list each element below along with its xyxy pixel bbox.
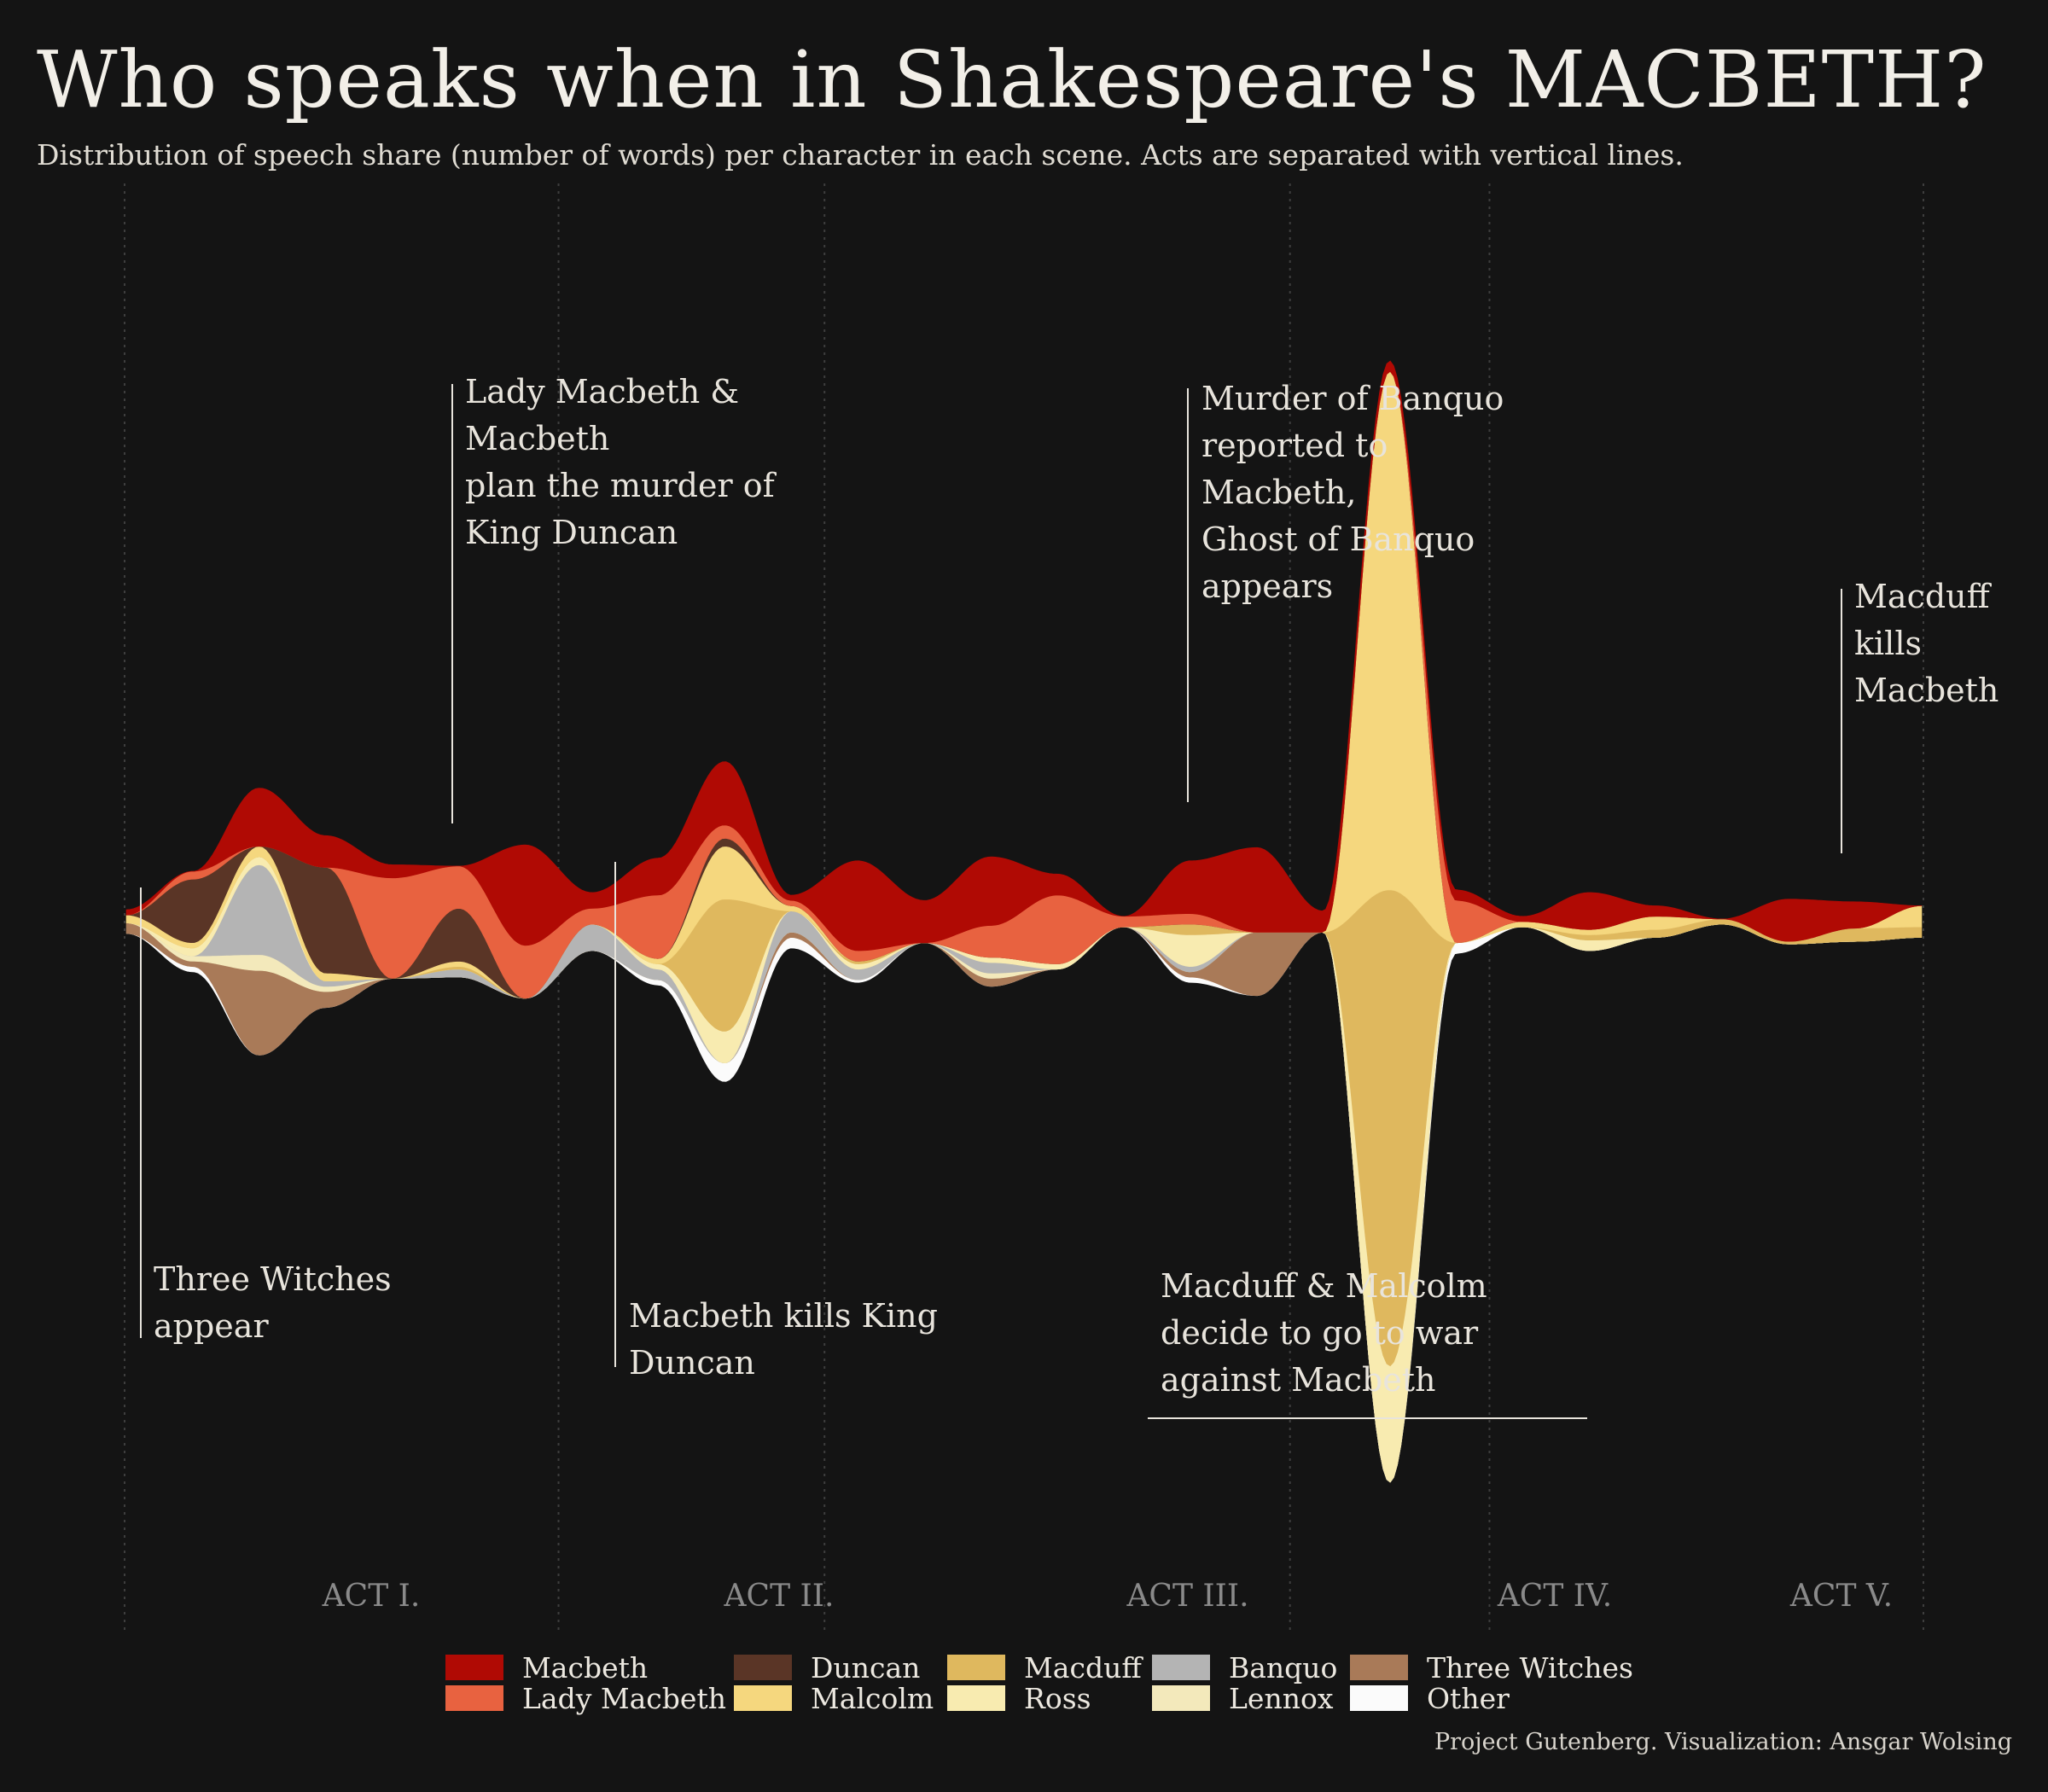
annotation-3: Macbeth kills King Duncan	[614, 862, 938, 1382]
act-label-3: ACT III.	[1126, 1579, 1248, 1614]
annotation-text-line: Murder of Banquo	[1201, 380, 1504, 417]
annotation-1: Three Witches appear	[140, 887, 392, 1345]
legend-label: Macbeth	[522, 1650, 649, 1684]
act-labels: ACT I. ACT II. ACT III. ACT IV. ACT V.	[322, 1579, 1893, 1614]
legend-item-banquo: Banquo	[1152, 1650, 1350, 1684]
legend-item-other: Other	[1350, 1681, 1623, 1715]
legend-label: Ross	[1024, 1681, 1091, 1715]
annotation-text-line: Macbeth,	[1201, 474, 1356, 511]
legend-swatch	[734, 1685, 792, 1711]
annotation-text-line: appear	[154, 1307, 269, 1345]
legend-item-malcolm: Malcolm	[734, 1681, 947, 1715]
annotation-text-line: King Duncan	[465, 514, 678, 551]
annotation-text-line: against Macbeth	[1161, 1361, 1436, 1399]
act-label-2: ACT II.	[724, 1579, 835, 1614]
legend-swatch	[1350, 1655, 1408, 1680]
legend-swatch	[445, 1655, 503, 1680]
legend-swatch	[947, 1685, 1005, 1711]
legend-swatch	[1152, 1655, 1210, 1680]
legend: Macbeth Duncan Macduff Banquo Three Witches L…	[445, 1650, 1633, 1715]
annotation-text-line: plan the murder of	[465, 467, 777, 504]
annotation-4: Murder of Banquo reported to Macbeth, Ghost…	[1187, 380, 1504, 802]
legend-item-macbeth: Macbeth	[445, 1650, 734, 1684]
annotation-text-line: Macduff	[1854, 578, 1993, 615]
legend-item-three-witches: Three Witches	[1350, 1651, 1633, 1684]
legend-item-macduff: Macduff	[947, 1650, 1152, 1684]
annotation-text-line: decide to go to war	[1161, 1314, 1479, 1352]
legend-label: Macduff	[1024, 1650, 1142, 1684]
annotation-2: Lady Macbeth & Macbeth plan the murder of K…	[451, 373, 777, 823]
credit-text: Project Gutenberg. Visualization: Ansgar…	[1434, 1729, 2012, 1755]
annotation-text-line: kills	[1854, 625, 1922, 662]
chart-subtitle: Distribution of speech share (number of …	[37, 138, 1684, 172]
annotation-text-line: Three Witches	[154, 1260, 392, 1298]
annotation-5: Macduff & Malcolm decide to go to war agai…	[1148, 1267, 1587, 1419]
stream-other	[125, 923, 1922, 1483]
annotation-text-line: Macbeth kills King	[629, 1297, 938, 1335]
legend-item-ross: Ross	[947, 1681, 1152, 1715]
legend-item-duncan: Duncan	[734, 1650, 947, 1684]
legend-label: Lennox	[1229, 1681, 1334, 1715]
legend-label: Duncan	[811, 1650, 921, 1684]
legend-swatch	[1350, 1685, 1408, 1711]
annotation-text-line: Duncan	[629, 1344, 755, 1382]
annotation-text-line: Macbeth	[1854, 672, 1999, 709]
annotation-6: Macduff kills Macbeth	[1841, 578, 1999, 853]
act-label-5: ACT V.	[1789, 1579, 1893, 1614]
annotation-text-line: Lady Macbeth &	[465, 373, 739, 410]
legend-label: Other	[1427, 1681, 1510, 1715]
legend-label: Malcolm	[811, 1681, 934, 1715]
annotation-text-line: Macduff & Malcolm	[1161, 1267, 1487, 1305]
annotation-text-line: reported to	[1201, 427, 1388, 464]
stream-macbeth	[125, 360, 1923, 951]
annotations: Three Witches appear Lady Macbeth & Macbeth…	[140, 373, 1999, 1419]
legend-swatch	[445, 1685, 503, 1711]
stream-lennox	[125, 922, 1922, 1483]
annotation-text-line: Ghost of Banquo	[1201, 521, 1475, 558]
legend-label: Banquo	[1229, 1650, 1338, 1684]
annotation-text-line: Macbeth	[465, 420, 609, 457]
legend-label: Three Witches	[1427, 1650, 1633, 1684]
legend-item-lennox: Lennox	[1152, 1681, 1350, 1715]
legend-swatch	[734, 1655, 792, 1680]
legend-swatch	[947, 1655, 1005, 1680]
legend-label: Lady Macbeth	[522, 1681, 726, 1715]
act-label-4: ACT IV.	[1497, 1579, 1612, 1614]
chart-title: Who speaks when in Shakespeare's MACBETH…	[37, 34, 1987, 125]
annotation-text-line: appears	[1201, 567, 1333, 605]
legend-swatch	[1152, 1685, 1210, 1711]
stream-three-witches	[125, 922, 1922, 1483]
streamgraph-chart: Three Witches appear Lady Macbeth & Macbeth…	[124, 183, 1999, 1632]
act-label-1: ACT I.	[322, 1579, 421, 1614]
stream-layers	[125, 360, 1923, 1483]
legend-item-lady-macbeth: Lady Macbeth	[445, 1681, 734, 1715]
